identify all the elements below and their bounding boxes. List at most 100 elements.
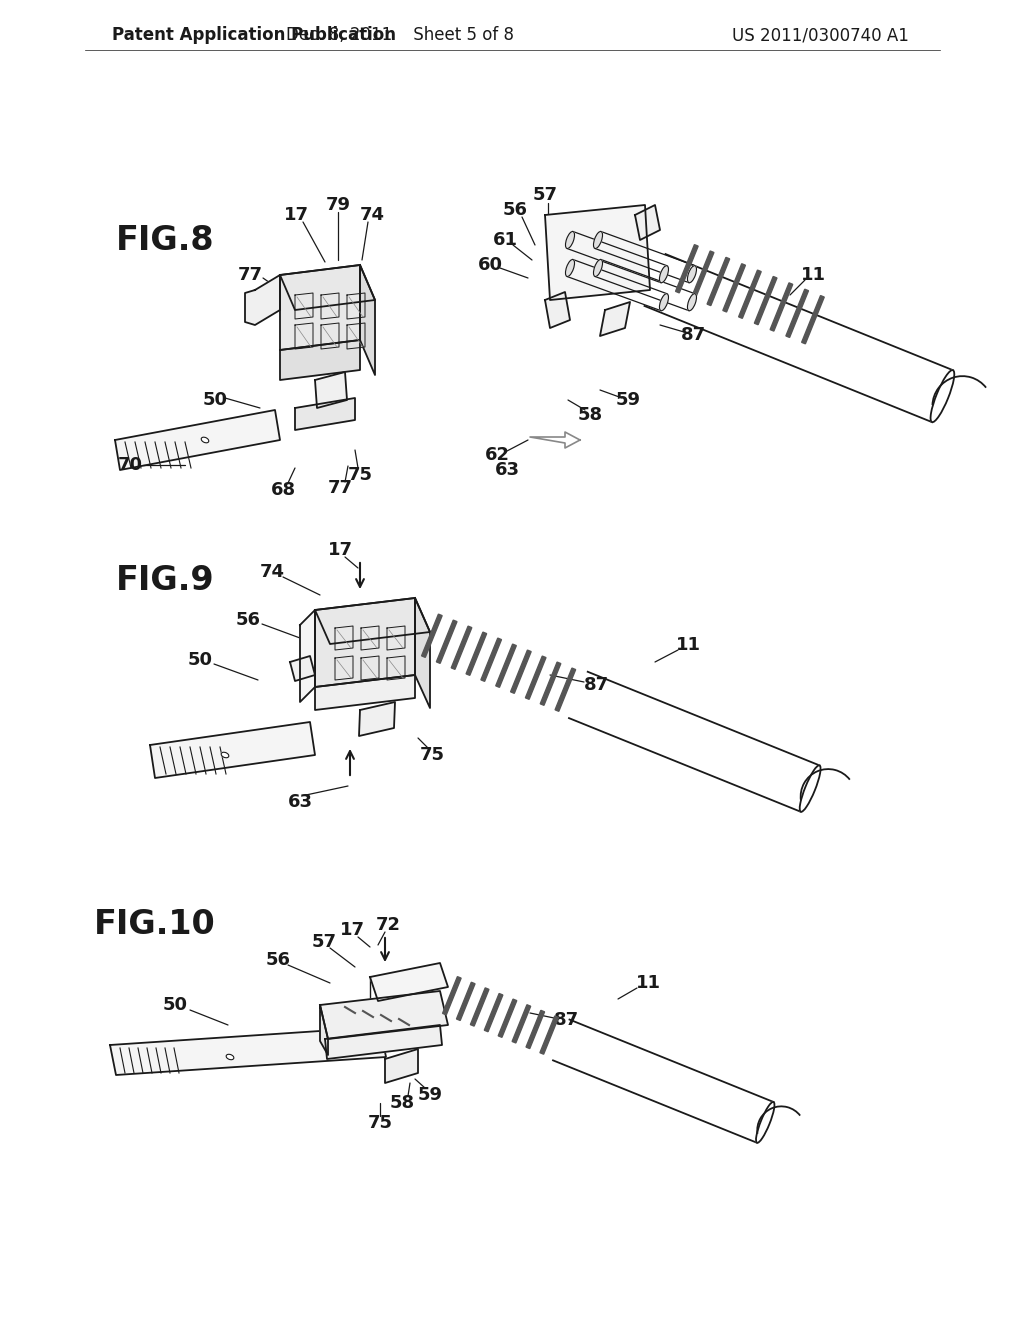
Text: 77: 77 [328, 479, 352, 498]
Ellipse shape [931, 370, 954, 422]
Polygon shape [540, 1016, 558, 1055]
Ellipse shape [221, 752, 228, 758]
Ellipse shape [226, 1055, 233, 1060]
Ellipse shape [594, 231, 602, 248]
Polygon shape [738, 271, 761, 318]
Text: 56: 56 [265, 950, 291, 969]
Ellipse shape [565, 260, 574, 277]
Polygon shape [315, 598, 415, 686]
Polygon shape [600, 302, 630, 337]
Text: 68: 68 [270, 480, 296, 499]
Text: 72: 72 [376, 916, 400, 935]
Ellipse shape [687, 293, 696, 310]
Ellipse shape [565, 231, 574, 248]
Text: 70: 70 [118, 455, 142, 474]
Text: Dec. 8, 2011    Sheet 5 of 8: Dec. 8, 2011 Sheet 5 of 8 [286, 26, 514, 44]
Polygon shape [315, 372, 347, 408]
Text: 87: 87 [680, 326, 706, 345]
Polygon shape [802, 296, 824, 343]
Text: 17: 17 [340, 921, 365, 939]
Polygon shape [499, 999, 517, 1038]
Polygon shape [422, 614, 442, 657]
Ellipse shape [202, 437, 209, 442]
Polygon shape [300, 610, 315, 702]
Ellipse shape [659, 293, 669, 310]
Polygon shape [280, 341, 360, 380]
Polygon shape [290, 656, 315, 681]
Polygon shape [691, 251, 714, 300]
Polygon shape [115, 411, 280, 470]
Text: 50: 50 [203, 391, 227, 409]
Text: 62: 62 [484, 446, 510, 465]
Polygon shape [150, 722, 315, 777]
Text: 50: 50 [187, 651, 213, 669]
Polygon shape [496, 644, 516, 688]
Text: 87: 87 [584, 676, 608, 694]
Polygon shape [676, 244, 698, 293]
Text: 58: 58 [578, 407, 602, 424]
Polygon shape [245, 275, 280, 325]
Polygon shape [770, 282, 793, 331]
Text: 58: 58 [389, 1094, 415, 1111]
Polygon shape [545, 205, 650, 300]
Polygon shape [708, 257, 730, 306]
Text: 75: 75 [347, 466, 373, 484]
Ellipse shape [687, 265, 696, 282]
Polygon shape [280, 265, 375, 310]
Text: 11: 11 [636, 974, 660, 993]
Polygon shape [415, 598, 430, 708]
Text: 79: 79 [326, 195, 350, 214]
Polygon shape [512, 1005, 530, 1043]
Text: 11: 11 [676, 636, 700, 653]
Text: 63: 63 [288, 793, 312, 810]
Text: FIG.9: FIG.9 [116, 564, 214, 597]
Polygon shape [484, 994, 503, 1032]
Text: 60: 60 [477, 256, 503, 275]
Polygon shape [315, 675, 415, 710]
Polygon shape [785, 289, 809, 338]
Ellipse shape [659, 265, 669, 282]
Polygon shape [541, 663, 561, 705]
Polygon shape [295, 399, 355, 430]
Text: 59: 59 [418, 1086, 442, 1104]
Text: 56: 56 [236, 611, 260, 630]
Text: 56: 56 [503, 201, 527, 219]
Polygon shape [385, 1049, 418, 1082]
Text: 61: 61 [493, 231, 517, 249]
Text: 17: 17 [284, 206, 308, 224]
Polygon shape [110, 1027, 386, 1074]
Text: 87: 87 [553, 1011, 579, 1030]
Text: 57: 57 [532, 186, 557, 205]
Polygon shape [315, 598, 430, 644]
Text: FIG.8: FIG.8 [116, 223, 214, 256]
Text: 57: 57 [311, 933, 337, 950]
Polygon shape [359, 702, 395, 737]
Polygon shape [526, 1010, 545, 1048]
Text: 63: 63 [495, 461, 519, 479]
Ellipse shape [594, 260, 602, 277]
Polygon shape [755, 276, 777, 325]
Text: 59: 59 [615, 391, 640, 409]
Polygon shape [280, 265, 360, 350]
Polygon shape [319, 1005, 328, 1055]
Text: 74: 74 [259, 564, 285, 581]
Text: 74: 74 [359, 206, 384, 224]
Text: 75: 75 [420, 746, 444, 764]
Text: Patent Application Publication: Patent Application Publication [112, 26, 396, 44]
Text: US 2011/0300740 A1: US 2011/0300740 A1 [731, 26, 908, 44]
Polygon shape [481, 638, 502, 681]
Polygon shape [370, 964, 449, 1001]
Polygon shape [452, 626, 472, 669]
Polygon shape [466, 632, 486, 676]
Text: 77: 77 [238, 267, 262, 284]
Polygon shape [457, 982, 475, 1020]
Polygon shape [511, 651, 531, 693]
Polygon shape [325, 1026, 442, 1059]
Polygon shape [635, 205, 660, 240]
Polygon shape [555, 668, 575, 711]
Text: 75: 75 [368, 1114, 392, 1133]
Polygon shape [530, 432, 580, 447]
Polygon shape [442, 977, 461, 1015]
Polygon shape [723, 264, 745, 312]
Text: FIG.10: FIG.10 [94, 908, 216, 941]
